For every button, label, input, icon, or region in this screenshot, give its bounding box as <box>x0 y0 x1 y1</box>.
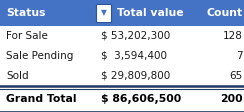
Text: 128: 128 <box>223 31 243 41</box>
Text: 200: 200 <box>220 94 243 104</box>
Text: Sale Pending: Sale Pending <box>6 51 73 61</box>
Text: Status: Status <box>6 8 46 18</box>
Text: $ 86,606,500: $ 86,606,500 <box>101 94 182 104</box>
Text: $ 53,202,300: $ 53,202,300 <box>101 31 171 41</box>
Bar <box>0 86 244 112</box>
Text: For Sale: For Sale <box>6 31 48 41</box>
Bar <box>0 46 244 66</box>
Text: ▼: ▼ <box>101 9 107 17</box>
Bar <box>0 66 244 86</box>
Text: Sold: Sold <box>6 71 29 81</box>
Bar <box>0 26 244 46</box>
Text: 7: 7 <box>236 51 243 61</box>
Text: 65: 65 <box>230 71 243 81</box>
Text: Grand Total: Grand Total <box>6 94 77 104</box>
Text: Total value: Total value <box>117 8 184 18</box>
Text: Count: Count <box>207 8 243 18</box>
Text: $  3,594,400: $ 3,594,400 <box>101 51 167 61</box>
FancyBboxPatch shape <box>96 4 111 22</box>
Bar <box>0 0 244 26</box>
Text: $ 29,809,800: $ 29,809,800 <box>101 71 171 81</box>
